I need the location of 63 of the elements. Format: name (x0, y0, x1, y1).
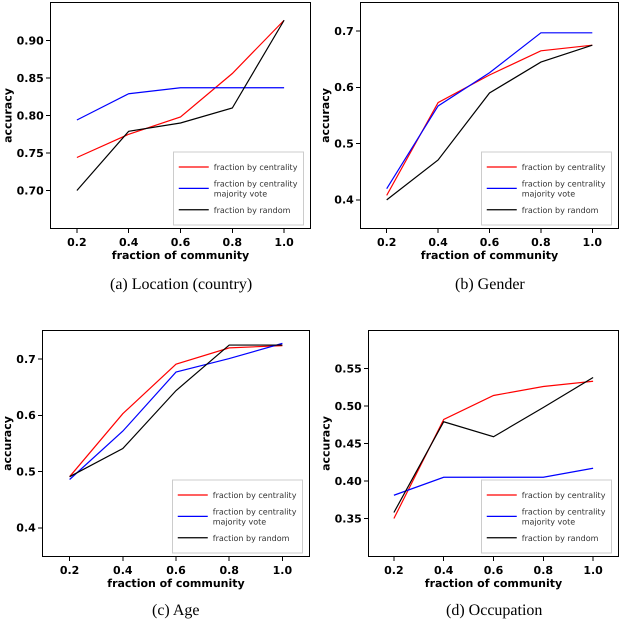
y-tick-label: 0.50 (334, 400, 362, 413)
line-series (76, 20, 285, 158)
legend-label: fraction by random (212, 534, 290, 543)
legend-label: fraction by centrality (522, 163, 606, 172)
y-axis-title: accuracy (0, 416, 14, 471)
legend-label: fraction by centrality (522, 491, 606, 500)
y-tick-label: 0.85 (16, 72, 44, 85)
x-tick-label: 0.6 (166, 564, 186, 578)
x-tick-label: 0.2 (60, 564, 80, 578)
legend-label: fraction by random (522, 206, 599, 215)
y-tick-label: 0.35 (334, 512, 362, 526)
y-tick-label: 0.55 (334, 362, 362, 376)
y-axis-title: accuracy (319, 416, 332, 471)
y-tick-label: 0.6 (334, 81, 354, 94)
legend-label: fraction by centrality majority vote (522, 507, 606, 527)
y-tick-label: 0.5 (16, 465, 36, 478)
x-tick-label: 0.2 (67, 236, 87, 250)
text: (c) Age (152, 602, 200, 619)
legend-label: fraction by centrality (214, 163, 298, 172)
x-axis-title: fraction of community (112, 249, 250, 262)
y-tick-label: 0.6 (16, 409, 36, 422)
y-axis-title: accuracy (318, 88, 332, 143)
x-tick-label: 0.4 (113, 564, 133, 578)
x-tick-label: 1.0 (274, 236, 294, 250)
x-tick-label: 1.0 (582, 236, 602, 250)
legend-label: fraction by random (214, 206, 291, 215)
x-tick-label: 0.4 (118, 236, 139, 250)
y-tick-label: 0.4 (334, 194, 354, 207)
y-tick-label: 0.7 (334, 24, 354, 38)
x-tick-label: 0.8 (531, 236, 551, 250)
y-tick-label: 0.80 (16, 109, 44, 122)
x-tick-label: 0.8 (219, 564, 239, 578)
y-tick-label: 0.5 (334, 137, 354, 150)
x-tick-label: 1.0 (583, 564, 604, 578)
y-tick-label: 0.40 (334, 474, 362, 488)
x-axis-title: fraction of community (107, 577, 245, 590)
y-tick-label: 0.45 (334, 437, 362, 450)
x-tick-label: 0.2 (376, 236, 396, 250)
x-axis-title: fraction of community (424, 577, 562, 590)
x-tick-label: 0.4 (428, 236, 448, 250)
text: (b) Gender (455, 276, 526, 293)
x-tick-label: 0.8 (534, 564, 554, 578)
legend-label: fraction by centrality majority vote (212, 507, 297, 527)
x-tick-label: 0.6 (480, 236, 500, 250)
legend-label: fraction by random (522, 534, 599, 543)
y-tick-label: 0.75 (16, 146, 44, 160)
x-tick-label: 0.4 (434, 564, 454, 578)
y-tick-label: 0.4 (16, 522, 36, 535)
y-tick-label: 0.70 (16, 184, 44, 198)
x-tick-label: 0.6 (170, 236, 191, 250)
legend-label: fraction by centrality (212, 491, 297, 500)
x-tick-label: 0.2 (384, 564, 404, 578)
y-tick-label: 0.7 (16, 352, 36, 366)
x-tick-label: 0.6 (484, 564, 504, 578)
legend-label: fraction by centrality majority vote (522, 179, 606, 199)
x-tick-label: 0.8 (222, 236, 242, 250)
legend-label: fraction by centrality majority vote (214, 179, 298, 199)
text: (a) Location (country) (110, 276, 252, 293)
y-axis-title: accuracy (1, 88, 14, 143)
x-axis-title: fraction of community (420, 249, 558, 262)
text: (d) Occupation (446, 602, 542, 619)
y-tick-label: 0.90 (16, 34, 44, 48)
x-tick-label: 1.0 (272, 564, 292, 578)
